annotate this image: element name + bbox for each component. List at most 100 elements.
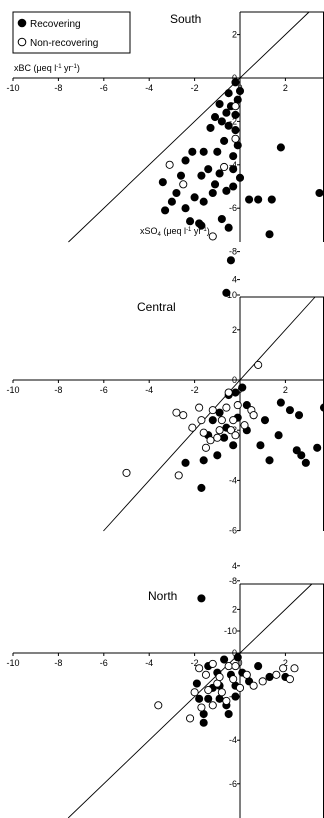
non-recovering-point: [249, 411, 258, 420]
non-recovering-point: [179, 180, 188, 189]
recovering-point: [260, 416, 270, 425]
recovering-point: [231, 110, 240, 119]
recovering-point: [224, 709, 233, 719]
recovering-point: [197, 483, 206, 492]
recovering-series: [158, 78, 324, 297]
recovering-point: [231, 388, 240, 397]
x-tick-label: -2: [191, 658, 199, 668]
recovering-point: [181, 204, 190, 213]
one-to-one-line: [68, 11, 310, 243]
recovering-point: [197, 594, 206, 603]
non-recovering-point: [197, 703, 206, 712]
non-recovering-point: [226, 426, 235, 435]
recovering-point: [315, 188, 324, 198]
non-recovering-point: [235, 683, 245, 692]
recovering-point: [231, 692, 240, 701]
recovering-point: [213, 451, 222, 460]
recovering-point: [181, 156, 190, 165]
recovering-point: [220, 136, 229, 145]
recovering-point: [215, 169, 224, 178]
y-tick-label: 4: [232, 561, 237, 571]
non-recovering-point: [240, 421, 249, 430]
recovering-point: [199, 718, 208, 727]
non-recovering-point: [208, 701, 217, 710]
non-recovering-point: [224, 388, 233, 397]
non-recovering-point: [201, 670, 211, 679]
x-tick-label: -6: [100, 385, 108, 395]
non-recovering-point: [290, 664, 299, 673]
x-tick-label: -4: [145, 658, 153, 668]
recovering-point: [199, 197, 208, 206]
non-recovering-point: [231, 134, 240, 143]
non-recovering-point: [220, 162, 229, 172]
recovering-point: [294, 411, 304, 420]
non-recovering-point: [272, 670, 281, 679]
y-tick-label: -6: [229, 203, 237, 213]
recovering-point: [158, 178, 167, 187]
recovering-point: [267, 195, 276, 204]
x-tick-label: 0: [237, 658, 242, 668]
non-recovering-point: [208, 659, 217, 668]
non-recovering-point: [229, 675, 238, 684]
non-recovering-point: [217, 416, 226, 425]
recovering-point: [224, 223, 233, 232]
x-tick-label: -8: [54, 658, 62, 668]
recovering-point: [206, 123, 215, 132]
recovering-point: [229, 165, 238, 174]
recovering-point: [213, 147, 222, 156]
x-tick-label: -6: [100, 83, 108, 93]
recovering-point: [256, 441, 265, 450]
y-tick-label: -10: [224, 290, 237, 300]
legend-marker-non-recovering: [17, 37, 27, 47]
non-recovering-point: [222, 696, 231, 706]
recovering-point: [231, 126, 240, 135]
legend-box: [12, 11, 131, 54]
recovering-point: [242, 401, 251, 410]
non-recovering-point: [154, 701, 163, 710]
recovering-point: [301, 458, 310, 467]
recovering-point: [231, 78, 240, 87]
recovering-point: [210, 180, 220, 189]
legend-marker-recovering: [17, 18, 27, 28]
recovering-point: [265, 672, 274, 682]
one-to-one-line: [67, 583, 313, 818]
non-recovering-point: [231, 662, 240, 671]
non-recovering-point: [215, 672, 224, 682]
panel-title: Central: [137, 300, 176, 314]
y-tick-label: -6: [229, 779, 237, 789]
y-tick-label: -4: [229, 735, 237, 745]
recovering-point: [217, 214, 226, 224]
non-recovering-point: [217, 688, 226, 697]
recovering-point: [195, 694, 204, 703]
non-recovering-point: [204, 686, 213, 695]
recovering-point: [199, 456, 208, 465]
non-recovering-series: [154, 659, 299, 723]
non-recovering-point: [197, 416, 206, 425]
y-tick-label: -2: [229, 116, 237, 126]
x-tick-label: -8: [54, 83, 62, 93]
recovering-point: [297, 451, 306, 460]
recovering-point: [204, 165, 213, 174]
recovering-point: [254, 195, 263, 204]
recovering-point: [224, 89, 233, 98]
recovering-point: [197, 171, 206, 180]
recovering-point: [215, 99, 224, 109]
non-recovering-point: [254, 360, 263, 369]
y-tick-label: -8: [229, 247, 237, 257]
recovering-point: [181, 458, 190, 467]
x-tick-label: -4: [145, 385, 153, 395]
non-recovering-point: [233, 401, 242, 410]
recovering-point: [222, 288, 231, 297]
non-recovering-point: [201, 443, 211, 452]
y-tick-label: -4: [229, 160, 237, 170]
non-recovering-point: [165, 160, 174, 169]
recovering-point: [186, 217, 195, 226]
recovering-point: [167, 197, 176, 206]
recovering-point: [176, 171, 186, 180]
y-tick-label: -10: [224, 626, 237, 636]
non-recovering-point: [215, 426, 224, 435]
recovering-point: [319, 403, 324, 412]
